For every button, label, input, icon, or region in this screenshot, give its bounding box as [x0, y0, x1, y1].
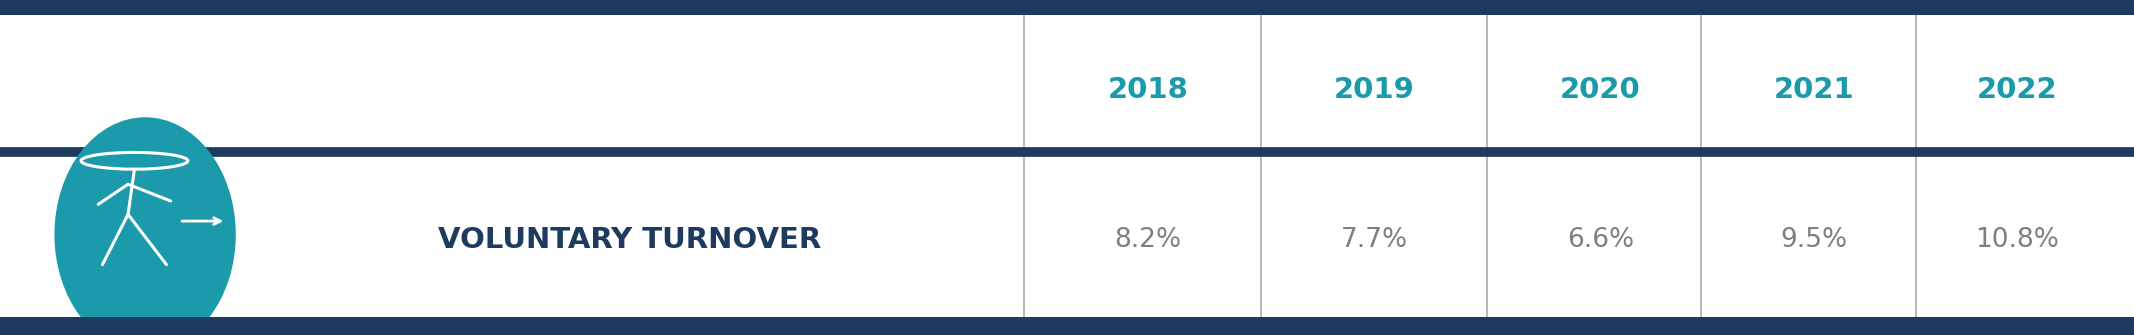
Text: 2020: 2020 — [1560, 76, 1641, 105]
Text: 6.6%: 6.6% — [1566, 226, 1635, 253]
FancyBboxPatch shape — [0, 317, 2134, 335]
Text: 8.2%: 8.2% — [1114, 226, 1182, 253]
Text: 7.7%: 7.7% — [1340, 226, 1408, 253]
Text: 9.5%: 9.5% — [1780, 226, 1848, 253]
Text: 10.8%: 10.8% — [1974, 226, 2059, 253]
Ellipse shape — [55, 117, 237, 335]
Text: 2021: 2021 — [1773, 76, 1854, 105]
FancyBboxPatch shape — [0, 0, 2134, 15]
Text: 2019: 2019 — [1334, 76, 1415, 105]
Text: 2018: 2018 — [1108, 76, 1189, 105]
Text: VOLUNTARY TURNOVER: VOLUNTARY TURNOVER — [437, 225, 822, 254]
Text: 2022: 2022 — [1976, 76, 2057, 105]
